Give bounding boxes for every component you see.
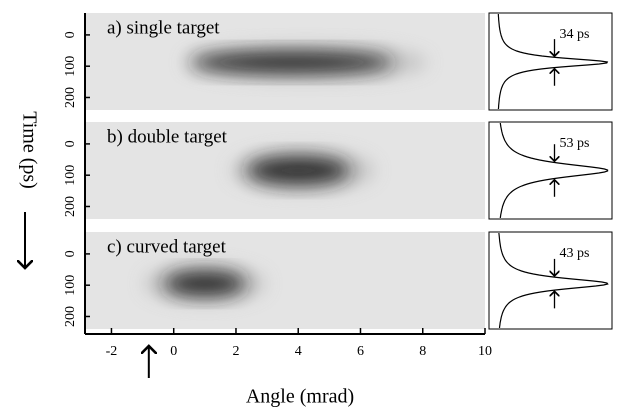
y-tick-label: 200 xyxy=(63,196,78,217)
profile-frame xyxy=(488,12,613,111)
x-axis-label: Angle (mrad) xyxy=(246,386,354,408)
y-tick-label: 0 xyxy=(63,250,78,257)
x-tick-label: -2 xyxy=(106,344,118,359)
y-tick-label: 100 xyxy=(63,275,78,296)
x-tick-label: 4 xyxy=(295,344,302,359)
spot xyxy=(190,51,394,74)
y-tick-label: 0 xyxy=(63,31,78,38)
y-axis-label: Time (ps) xyxy=(18,111,40,189)
fwhm-label: 34 ps xyxy=(560,27,590,42)
profile-curve xyxy=(497,13,609,110)
profile-frame xyxy=(488,121,613,220)
profile-curve xyxy=(499,122,609,219)
y-tick-label: 100 xyxy=(63,165,78,186)
y-tick-label: 200 xyxy=(63,87,78,108)
y-tick-label: 100 xyxy=(63,56,78,77)
panel-title: c) curved target xyxy=(107,236,227,257)
spot xyxy=(164,270,246,297)
y-tick-label: 200 xyxy=(63,306,78,327)
x-tick-label: 2 xyxy=(232,344,239,359)
fwhm-label: 53 ps xyxy=(560,136,590,151)
x-tick-label: 6 xyxy=(357,344,364,359)
profile-curve xyxy=(498,232,609,329)
spot xyxy=(246,156,350,185)
panel-title: b) double target xyxy=(107,126,228,147)
x-tick-label: 10 xyxy=(478,344,492,359)
fwhm-label: 43 ps xyxy=(560,246,590,261)
x-tick-label: 0 xyxy=(170,344,177,359)
panel-title: a) single target xyxy=(107,17,220,38)
y-tick-label: 0 xyxy=(63,140,78,147)
x-tick-label: 8 xyxy=(419,344,426,359)
